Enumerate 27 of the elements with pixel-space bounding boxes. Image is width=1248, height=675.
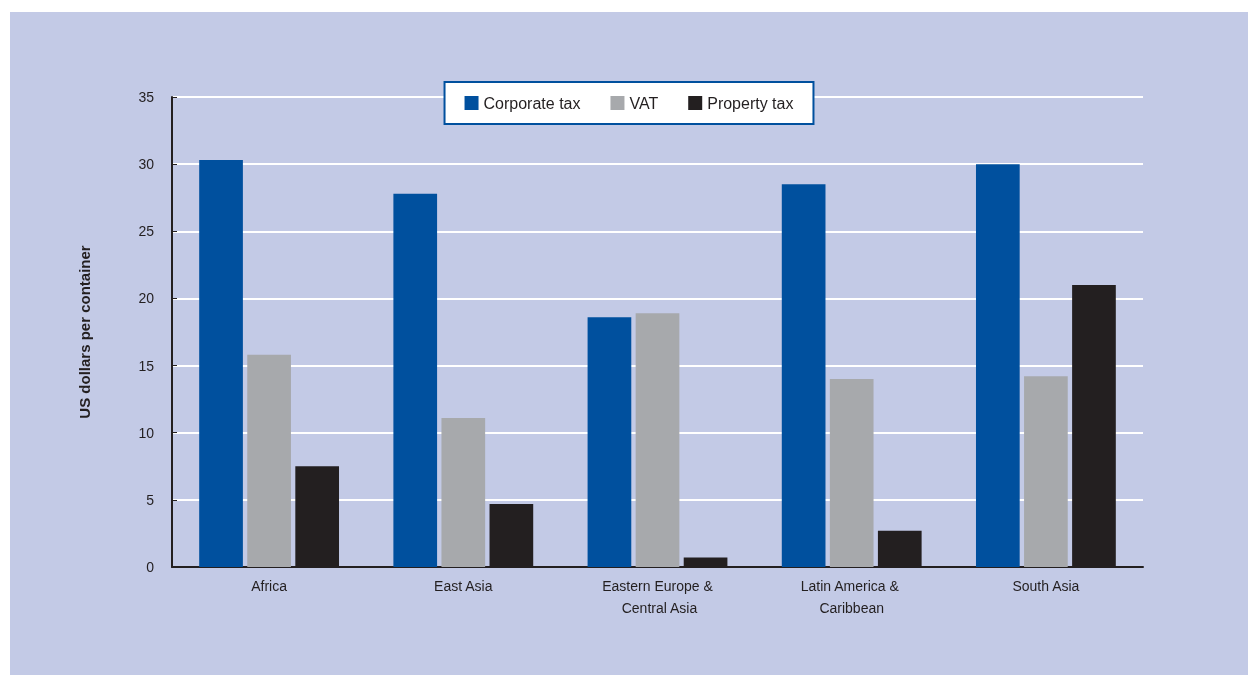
bar	[635, 313, 680, 567]
bar	[781, 184, 826, 567]
y-tick-label: 30	[138, 156, 155, 173]
y-tick-label: 10	[138, 424, 155, 441]
bar	[1024, 376, 1068, 567]
legend-label: Corporate tax	[483, 94, 581, 112]
y-tick-label: 35	[138, 89, 155, 105]
bar	[587, 317, 632, 567]
x-tick-label: Eastern Europe & Central Asia	[602, 578, 714, 616]
y-tick-label: 20	[138, 290, 155, 307]
legend-label: VAT	[629, 94, 659, 112]
y-tick-label: 5	[146, 491, 155, 508]
bar	[441, 417, 486, 567]
x-tick-label: Africa	[251, 578, 288, 594]
x-tick-label: South Asia	[1012, 578, 1080, 594]
y-tick-label: 25	[138, 223, 155, 240]
x-tick-label: East Asia	[434, 578, 493, 594]
y-axis-title: US dollars per container	[76, 245, 93, 419]
x-tick-label: Latin America & Caribbean	[800, 578, 903, 616]
bar	[247, 354, 291, 567]
bar	[975, 164, 1020, 567]
bar	[393, 193, 438, 567]
y-tick-label: 0	[146, 559, 155, 575]
y-tick-label: 15	[138, 357, 155, 374]
bar	[199, 160, 243, 567]
legend-label: Property tax	[707, 94, 794, 112]
bar	[829, 379, 874, 567]
